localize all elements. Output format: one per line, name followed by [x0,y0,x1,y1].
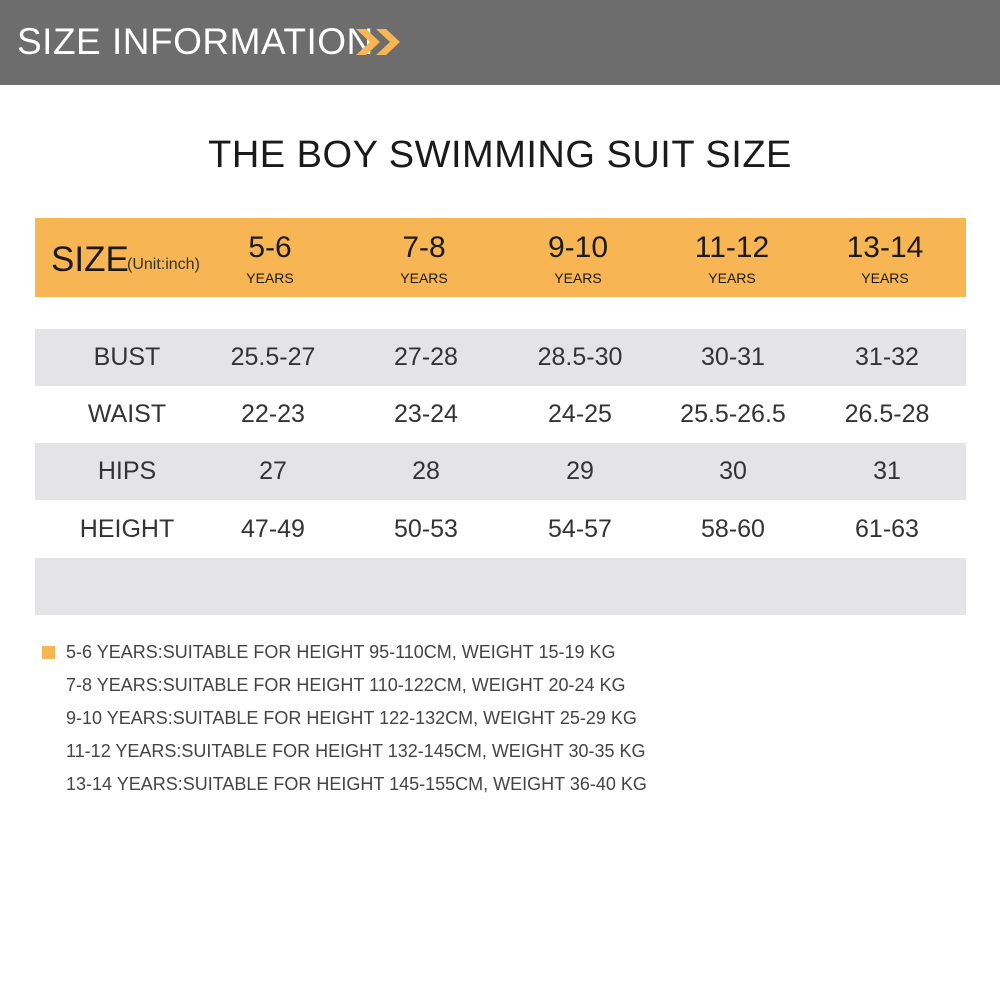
note-item: 11-12 YEARS:SUITABLE FOR HEIGHT 132-145C… [42,737,647,770]
years-label: YEARS [708,270,756,286]
table-cell: 22-23 [241,400,305,428]
table-cell: 61-63 [855,515,919,543]
age-range: 5-6 [248,231,292,264]
table-row-waist: WAIST 22-23 23-24 24-25 25.5-26.5 26.5-2… [35,386,966,443]
size-notes: 5-6 YEARS:SUITABLE FOR HEIGHT 95-110CM, … [42,638,647,803]
note-text: 9-10 YEARS:SUITABLE FOR HEIGHT 122-132CM… [66,708,637,728]
note-text: 11-12 YEARS:SUITABLE FOR HEIGHT 132-145C… [66,741,646,761]
size-header-row: SIZE (Unit:inch) 5-6 YEARS 7-8 YEARS 9-1… [35,218,966,297]
banner: SIZE INFORMATION [0,0,1000,85]
table-cell: 58-60 [701,515,765,543]
row-label: HEIGHT [79,515,175,543]
table-row-hips: HIPS 27 28 29 30 31 [35,443,966,500]
page-title: THE BOY SWIMMING SUIT SIZE [208,134,792,176]
row-label: BUST [93,343,161,371]
age-column-header: 13-14 YEARS [825,230,945,287]
years-label: YEARS [554,270,602,286]
table-cell: 31-32 [855,343,919,371]
table-cell: 25.5-27 [230,343,316,371]
note-text: 13-14 YEARS:SUITABLE FOR HEIGHT 145-155C… [66,774,647,794]
unit-label: (Unit:inch) [127,256,200,273]
note-item: 7-8 YEARS:SUITABLE FOR HEIGHT 110-122CM,… [42,671,647,704]
table-cell: 54-57 [548,515,612,543]
size-label: SIZE [51,240,129,279]
years-label: YEARS [861,270,909,286]
row-label: HIPS [97,457,157,485]
age-range: 9-10 [547,231,609,264]
table-row-height: HEIGHT 47-49 50-53 54-57 58-60 61-63 [35,501,966,558]
table-row-bust: BUST 25.5-27 27-28 28.5-30 30-31 31-32 [35,329,966,386]
bullet-icon [42,646,55,659]
table-cell: 30 [719,457,747,485]
age-column-header: 9-10 YEARS [518,230,638,287]
age-range: 13-14 [846,231,924,264]
table-cell: 28 [412,457,440,485]
age-range: 7-8 [402,231,446,264]
age-column-header: 11-12 YEARS [672,230,792,287]
table-cell: 24-25 [548,400,612,428]
note-item: 9-10 YEARS:SUITABLE FOR HEIGHT 122-132CM… [42,704,647,737]
age-column-header: 5-6 YEARS [210,230,330,287]
note-item: 5-6 YEARS:SUITABLE FOR HEIGHT 95-110CM, … [42,638,647,671]
table-cell: 27 [259,457,287,485]
double-chevron-right-icon [356,29,400,55]
table-cell: 29 [566,457,594,485]
years-label: YEARS [400,270,448,286]
row-label: WAIST [87,400,167,428]
table-cell: 28.5-30 [537,343,623,371]
note-item: 13-14 YEARS:SUITABLE FOR HEIGHT 145-155C… [42,770,647,803]
table-cell: 27-28 [394,343,458,371]
years-label: YEARS [246,270,294,286]
banner-title: SIZE INFORMATION [17,21,374,62]
age-range: 11-12 [694,231,770,264]
table-cell: 26.5-28 [844,400,930,428]
table-cell: 50-53 [394,515,458,543]
table-row-empty [35,558,966,615]
note-text: 7-8 YEARS:SUITABLE FOR HEIGHT 110-122CM,… [66,675,626,695]
note-text: 5-6 YEARS:SUITABLE FOR HEIGHT 95-110CM, … [66,642,616,662]
table-cell: 30-31 [701,343,765,371]
age-column-header: 7-8 YEARS [364,230,484,287]
table-cell: 23-24 [394,400,458,428]
table-cell: 31 [873,457,901,485]
table-cell: 47-49 [241,515,305,543]
table-cell: 25.5-26.5 [680,400,786,428]
